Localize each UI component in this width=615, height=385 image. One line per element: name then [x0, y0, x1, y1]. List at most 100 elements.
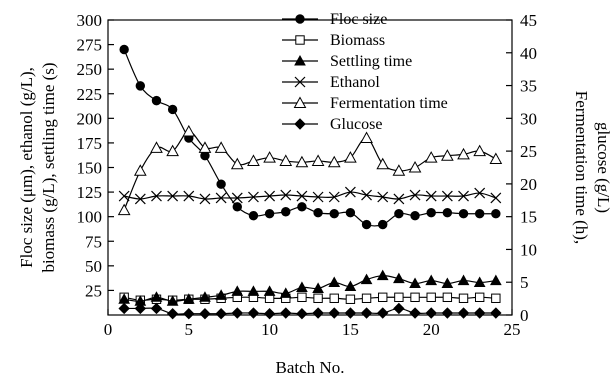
- legend-label: Ethanol: [330, 74, 380, 91]
- data-point-ethanol: [344, 186, 356, 198]
- plot-frame: [107, 19, 513, 316]
- data-point-glucose: [263, 307, 276, 320]
- data-point-glucose: [134, 302, 147, 315]
- data-point-floc-size: [426, 208, 436, 218]
- data-point-settling-time: [376, 269, 389, 281]
- data-point-fermentation-time: [247, 154, 260, 166]
- x-tick-label: 15: [342, 320, 359, 339]
- data-point-ethanol: [134, 193, 146, 205]
- data-point-fermentation-time: [408, 160, 422, 173]
- data-point-floc-size: [151, 95, 162, 106]
- data-point-biomass: [458, 293, 469, 303]
- data-point-settling-time: [393, 272, 405, 284]
- legend-item-ethanol: Ethanol: [282, 74, 380, 91]
- data-point-fermentation-time: [473, 144, 487, 157]
- data-point-settling-time: [215, 289, 227, 300]
- legend-item-glucose: Glucose: [282, 116, 382, 133]
- series-floc-size: [119, 44, 501, 230]
- data-point-glucose: [344, 307, 357, 319]
- y-right-tick-label: 5: [520, 273, 529, 292]
- y-left-tick-label: 25: [85, 281, 102, 300]
- data-point-settling-time: [263, 285, 276, 296]
- data-point-fermentation-time: [166, 144, 179, 157]
- data-point-biomass: [329, 293, 339, 303]
- data-point-ethanol: [280, 189, 292, 201]
- data-point-ethanol: [215, 192, 227, 204]
- data-point-fermentation-time: [295, 155, 309, 168]
- data-point-glucose: [393, 302, 405, 315]
- data-point-glucose: [215, 307, 227, 320]
- data-point-floc-size: [378, 219, 388, 230]
- legend-item-settling-time: Settling time: [282, 53, 412, 70]
- data-point-biomass: [442, 292, 453, 303]
- data-point-floc-size: [345, 208, 356, 218]
- data-point-floc-size: [232, 202, 242, 212]
- legend-label: Settling time: [330, 53, 412, 70]
- y-right-tick-label: 30: [520, 109, 537, 128]
- x-tick-label: 25: [504, 320, 521, 339]
- data-point-fermentation-time: [198, 141, 212, 153]
- data-point-ethanol: [199, 193, 211, 205]
- data-point-biomass: [474, 292, 485, 303]
- data-point-biomass: [410, 292, 420, 303]
- data-point-fermentation-time: [424, 151, 438, 163]
- legend-item-fermentation-time: Fermentation time: [282, 95, 448, 112]
- data-point-glucose: [183, 307, 195, 320]
- data-point-biomass: [313, 293, 323, 303]
- legend-label: Fermentation time: [330, 95, 448, 112]
- data-point-floc-size: [474, 209, 485, 219]
- data-point-glucose: [457, 307, 470, 319]
- data-point-floc-size: [394, 209, 404, 219]
- data-point-floc-size: [329, 209, 339, 219]
- data-point-fermentation-time: [182, 124, 196, 137]
- data-point-fermentation-time: [376, 157, 390, 170]
- data-point-settling-time: [150, 291, 163, 302]
- data-point-settling-time: [473, 276, 486, 288]
- data-point-settling-time: [489, 274, 502, 286]
- y-left-tick-label: 150: [77, 159, 103, 178]
- data-point-settling-time: [360, 273, 373, 285]
- legend-marker-floc-size: [295, 14, 305, 24]
- series-line-fermentation-time: [123, 130, 497, 211]
- y-right-axis-title-line: Fermentation time (h),: [572, 91, 591, 244]
- legend-item-floc-size: Floc size: [282, 11, 387, 28]
- data-point-settling-time: [296, 281, 308, 292]
- data-point-glucose: [231, 307, 243, 319]
- data-point-fermentation-time: [133, 164, 147, 176]
- data-point-ethanol: [167, 190, 179, 202]
- data-point-ethanol: [458, 190, 469, 202]
- data-point-ethanol: [264, 190, 276, 202]
- data-point-glucose: [199, 307, 211, 320]
- legend: Floc size Biomass Settling time Ethanol Ferm…: [282, 11, 448, 133]
- data-point-ethanol: [377, 191, 389, 203]
- series-settling-time: [118, 269, 502, 306]
- x-tick-label: 0: [104, 320, 113, 339]
- data-point-fermentation-time: [489, 152, 503, 164]
- data-point-fermentation-time: [327, 155, 341, 168]
- legend-marker-fermentation-time: [293, 96, 307, 108]
- legend-marker-biomass: [295, 35, 305, 45]
- data-point-ethanol: [231, 192, 243, 204]
- data-point-floc-size: [410, 210, 420, 221]
- data-point-ethanol: [425, 190, 437, 202]
- data-point-biomass: [378, 292, 388, 303]
- data-point-fermentation-time: [360, 131, 373, 143]
- data-point-fermentation-time: [279, 154, 293, 166]
- legend-label: Biomass: [330, 32, 385, 49]
- data-point-settling-time: [425, 274, 438, 286]
- data-point-biomass: [297, 292, 307, 303]
- y-left-tick-label: 100: [77, 208, 103, 227]
- y-right-tick-label: 10: [520, 240, 537, 259]
- x-tick-label: 10: [261, 320, 278, 339]
- data-point-floc-size: [248, 210, 259, 221]
- y-left-tick-label: 200: [77, 109, 103, 128]
- data-point-ethanol: [441, 190, 453, 202]
- data-point-glucose: [473, 307, 486, 319]
- series-biomass: [119, 292, 501, 305]
- y-right-tick-label: 40: [520, 44, 537, 63]
- legend-label: Floc size: [330, 11, 387, 28]
- data-point-biomass: [394, 292, 404, 303]
- data-point-glucose: [360, 307, 373, 319]
